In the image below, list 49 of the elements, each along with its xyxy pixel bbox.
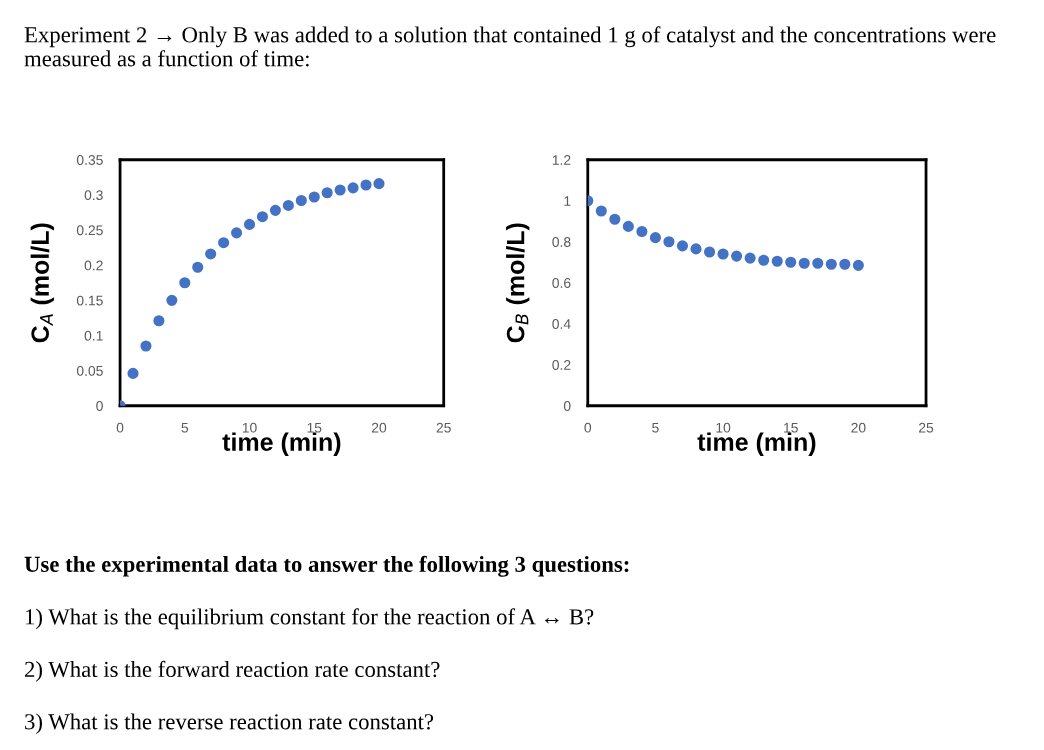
point — [243, 218, 256, 230]
point — [663, 236, 675, 248]
point — [744, 252, 756, 264]
point — [153, 315, 165, 327]
point — [703, 246, 716, 258]
point — [166, 294, 178, 306]
text: Use the experimental data to answer the following 3 questions: — [24, 555, 629, 577]
point — [690, 243, 702, 255]
text: 3) What is the reverse reaction rate constant? — [25, 713, 434, 735]
point — [771, 255, 783, 267]
point — [852, 259, 864, 271]
point — [218, 237, 230, 249]
point — [785, 256, 797, 268]
point — [192, 261, 204, 273]
point — [676, 240, 689, 252]
point — [321, 187, 333, 199]
point — [295, 194, 307, 207]
point — [205, 248, 217, 260]
point — [269, 204, 281, 216]
point — [308, 191, 320, 203]
point — [360, 179, 372, 191]
text: 2) What is the forward reaction rate constant? — [25, 660, 440, 682]
point — [256, 211, 269, 223]
x-axis-title: time (min) — [697, 432, 816, 456]
point — [140, 340, 152, 352]
point — [839, 258, 851, 270]
point — [636, 225, 648, 238]
y-axis-title: C$_{A}$ (mol/L) — [30, 223, 54, 343]
x-axis-title: time (min) — [222, 432, 341, 456]
point — [127, 367, 139, 379]
point — [825, 258, 837, 270]
point — [179, 277, 191, 289]
y-axis-title: C$_{B}$ (mol/L) — [506, 223, 530, 343]
point — [812, 257, 824, 269]
point — [649, 232, 661, 244]
text: 1) What is the equilibrium constant for the reaction of A ↔ B? — [26, 608, 594, 630]
point — [717, 248, 729, 260]
point — [347, 182, 359, 194]
text: Experiment 2 → Only B was added to a solution that contained 1 g of catalyst and the concentrations were measured as a function of time: — [24, 26, 996, 67]
point — [231, 227, 243, 239]
point — [758, 254, 770, 266]
point — [609, 213, 621, 225]
point — [373, 178, 385, 190]
point — [595, 205, 607, 217]
point — [334, 184, 346, 196]
point — [622, 220, 634, 232]
point — [282, 199, 294, 211]
point — [798, 257, 810, 269]
point — [731, 250, 743, 262]
